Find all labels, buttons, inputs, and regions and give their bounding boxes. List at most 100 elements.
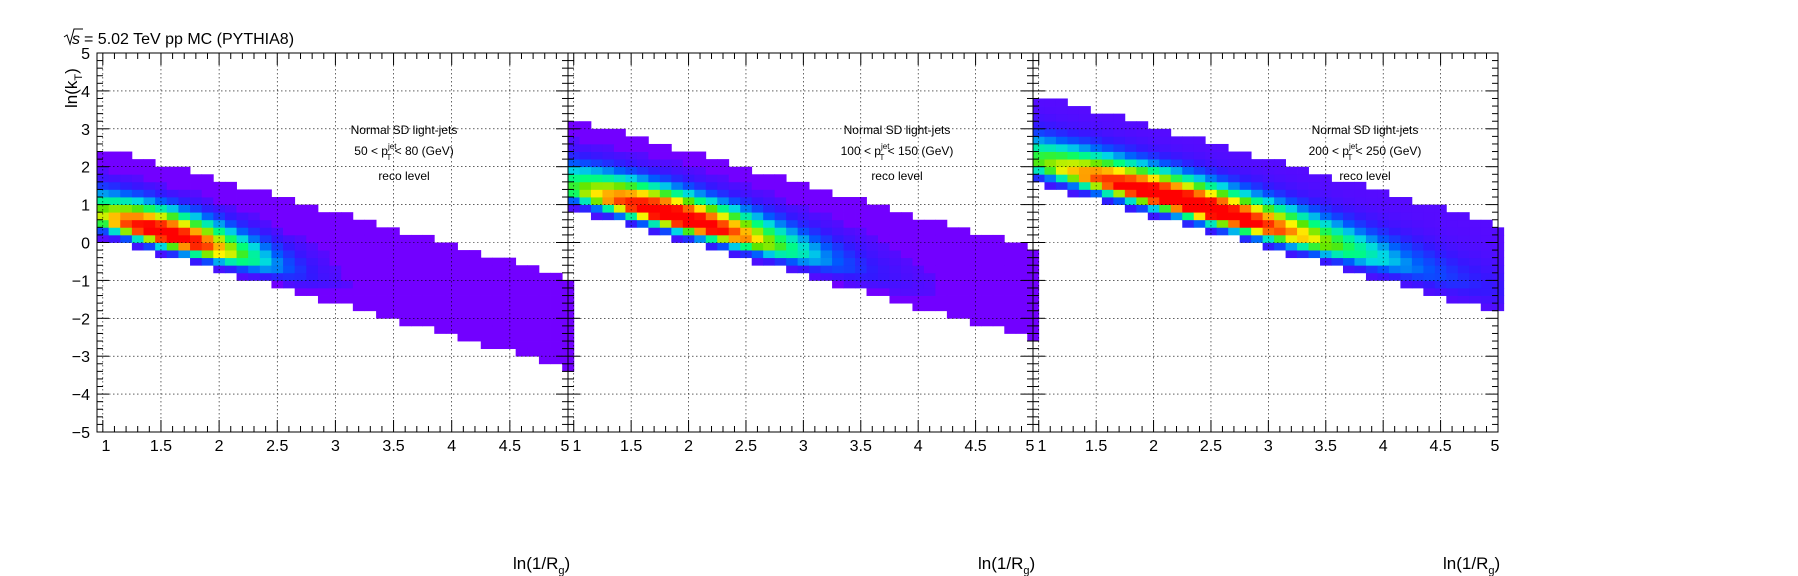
heatmap-cell bbox=[108, 234, 121, 243]
heatmap-cell bbox=[763, 227, 776, 236]
heatmap-cell bbox=[1044, 121, 1057, 130]
x-tick-labels-1: 1 1.5 2 2.5 3 3.5 4 4.5 5 bbox=[102, 438, 570, 455]
heatmap-cell bbox=[659, 151, 672, 160]
heatmap-cell bbox=[1004, 310, 1017, 319]
heatmap-cell bbox=[728, 227, 741, 236]
heatmap-cell bbox=[178, 189, 191, 198]
heatmap-cell bbox=[422, 295, 435, 304]
heatmap-cell bbox=[178, 250, 191, 259]
heatmap-cell bbox=[717, 204, 730, 213]
heatmap-cell bbox=[120, 234, 133, 243]
heatmap-cell bbox=[590, 197, 603, 205]
y-tick-label: 0 bbox=[81, 236, 90, 253]
heatmap-cell bbox=[694, 151, 707, 160]
heatmap-cell bbox=[155, 234, 168, 243]
heatmap-cell bbox=[1469, 234, 1482, 243]
annotation-3: Normal SD light-jets 200 < pjet T < 250 (G… bbox=[1309, 123, 1422, 183]
heatmap-cell bbox=[671, 234, 684, 243]
x-tick-label: 4.5 bbox=[1429, 438, 1451, 455]
heatmap-cell bbox=[445, 303, 458, 312]
heatmap-cell bbox=[1297, 234, 1309, 243]
heatmap-cell bbox=[399, 280, 412, 289]
heatmap-cell bbox=[364, 287, 377, 296]
heatmap-cell bbox=[935, 265, 948, 274]
heatmap-cell bbox=[1480, 250, 1493, 259]
heatmap-cell bbox=[969, 234, 982, 243]
heatmap-cell bbox=[155, 166, 168, 175]
heatmap-cell bbox=[224, 242, 237, 251]
heatmap-cell bbox=[271, 212, 284, 221]
sqrt-sign-icon bbox=[63, 28, 83, 46]
heatmap-cell bbox=[201, 181, 214, 190]
heatmap-cell bbox=[1365, 227, 1378, 236]
heatmap-cell bbox=[1004, 295, 1017, 304]
heatmap-cell bbox=[224, 227, 237, 236]
heatmap-cell bbox=[1480, 287, 1493, 296]
heatmap-cell bbox=[728, 166, 741, 175]
heatmap-cell bbox=[866, 204, 879, 213]
heatmap-cell bbox=[1274, 181, 1286, 190]
heatmap-cell bbox=[201, 227, 214, 236]
heatmap-cell bbox=[889, 234, 902, 243]
heatmap-cell bbox=[694, 204, 707, 213]
heatmap-cell bbox=[1297, 219, 1309, 228]
heatmap-cell bbox=[717, 219, 730, 228]
heatmap-cell bbox=[1469, 265, 1482, 274]
heatmap-cell bbox=[636, 181, 649, 190]
heatmap-cell bbox=[843, 212, 856, 221]
x-tick-label: 1 bbox=[573, 438, 582, 455]
heatmap-cell bbox=[1457, 212, 1470, 221]
heatmap-cell bbox=[1113, 136, 1126, 145]
heatmap-cell bbox=[1365, 242, 1378, 251]
heatmap-cell bbox=[1365, 197, 1378, 205]
heatmap-cell bbox=[786, 219, 799, 228]
heatmap-cell bbox=[364, 234, 377, 243]
heatmap-cell bbox=[1411, 280, 1424, 289]
heatmap-cell bbox=[259, 242, 272, 251]
heatmap-cell bbox=[306, 272, 319, 281]
heatmap-cell bbox=[236, 212, 249, 221]
heatmap-cell bbox=[480, 257, 493, 266]
x-tick-label: 1 bbox=[1038, 438, 1047, 455]
heatmap-cell bbox=[376, 310, 389, 319]
heatmap-cell bbox=[992, 272, 1005, 281]
heatmap-cell bbox=[271, 204, 284, 213]
heatmap-cell bbox=[935, 219, 948, 228]
heatmap-cell bbox=[1044, 166, 1057, 175]
heatmap-cell bbox=[1193, 174, 1206, 183]
heatmap-cell bbox=[294, 287, 307, 296]
heatmap-cell bbox=[201, 197, 214, 205]
heatmap-cell bbox=[717, 212, 730, 221]
heatmap-cell bbox=[579, 136, 592, 145]
heatmap-cell bbox=[434, 265, 447, 274]
heatmap-cell bbox=[97, 166, 110, 175]
heatmap-cell bbox=[1044, 159, 1057, 168]
heatmap-cell bbox=[774, 242, 787, 251]
heatmap-cell bbox=[1423, 212, 1436, 221]
heatmap-cell bbox=[108, 204, 121, 213]
heatmap-cell bbox=[820, 265, 833, 274]
heatmap-cell bbox=[1205, 143, 1218, 152]
heatmap-cell bbox=[1423, 204, 1436, 213]
heatmap-cell bbox=[1239, 159, 1252, 168]
heatmap-cell bbox=[1308, 181, 1321, 190]
y-tick-label: 1 bbox=[81, 198, 90, 215]
heatmap-cell bbox=[527, 265, 540, 274]
heatmap-cell bbox=[515, 325, 528, 334]
x-tick-labels-3: 1 1.5 2 2.5 3 3.5 4 4.5 5 bbox=[1038, 438, 1500, 455]
heatmap-cell bbox=[1274, 212, 1286, 221]
heatmap-cell bbox=[538, 318, 551, 327]
heatmap-cell bbox=[763, 189, 776, 198]
heatmap-cell bbox=[283, 227, 296, 236]
heatmap-cell bbox=[201, 212, 214, 221]
heatmap-cell bbox=[178, 166, 191, 175]
heatmap-cell bbox=[1480, 303, 1493, 312]
title-energy: = 5.02 TeV pp MC (PYTHIA8) bbox=[84, 31, 294, 48]
heatmap-cell bbox=[1446, 257, 1459, 266]
heatmap-cell bbox=[1205, 219, 1218, 228]
heatmap-cell bbox=[166, 166, 179, 175]
heatmap-cell bbox=[1457, 257, 1470, 266]
heatmap-cell bbox=[1457, 227, 1470, 236]
heatmap-cell bbox=[306, 234, 319, 243]
heatmap-cell bbox=[843, 197, 856, 205]
